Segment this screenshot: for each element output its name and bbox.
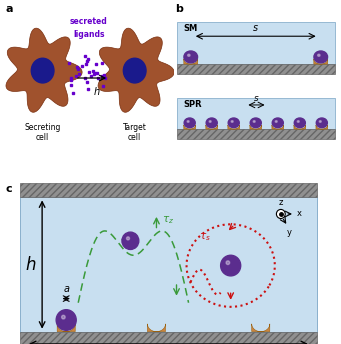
Circle shape [319,121,321,122]
Bar [177,22,335,64]
Text: SPR: SPR [183,100,202,109]
Polygon shape [272,125,284,129]
Circle shape [250,118,261,128]
Polygon shape [228,125,240,129]
Circle shape [188,54,190,56]
Text: $s$: $s$ [253,94,260,103]
Circle shape [231,121,233,122]
Bar [20,183,317,197]
Text: $h$: $h$ [25,256,37,273]
Circle shape [206,118,217,128]
Text: $\tau_z$: $\tau_z$ [162,214,175,226]
Bar [177,129,335,139]
Circle shape [277,209,285,218]
Circle shape [127,237,130,240]
Polygon shape [250,125,262,129]
Circle shape [123,58,146,83]
Circle shape [187,121,189,122]
Polygon shape [184,125,195,129]
Polygon shape [294,125,306,129]
Text: b: b [175,4,183,14]
Text: SM: SM [183,24,197,33]
Circle shape [314,51,328,63]
Circle shape [297,121,299,122]
Polygon shape [206,125,218,129]
Polygon shape [57,324,75,332]
Circle shape [31,58,54,83]
Circle shape [316,118,327,128]
Circle shape [184,51,197,63]
Polygon shape [147,324,165,332]
Circle shape [317,54,320,56]
Circle shape [253,121,255,122]
Polygon shape [316,125,328,129]
Text: Secreting
cell: Secreting cell [25,122,61,142]
Text: $s$: $s$ [252,23,259,33]
Bar [20,332,317,344]
Circle shape [226,261,230,265]
Bar [177,98,335,129]
Circle shape [294,118,305,128]
Circle shape [62,315,65,319]
Text: secreted: secreted [70,17,107,26]
Circle shape [184,118,195,128]
Text: ligands: ligands [73,30,104,39]
Text: z: z [279,198,283,207]
Bar [177,64,335,74]
Circle shape [221,255,241,276]
Polygon shape [184,59,198,64]
Circle shape [56,310,76,330]
Polygon shape [6,28,82,112]
Bar [20,197,317,332]
Text: $a$: $a$ [62,284,70,294]
Polygon shape [252,324,270,332]
Text: c: c [5,184,12,194]
Text: $\tau_s$: $\tau_s$ [199,231,210,243]
Polygon shape [98,28,174,112]
Circle shape [228,118,239,128]
Text: a: a [5,4,13,14]
Text: Target
cell: Target cell [123,122,147,142]
Circle shape [272,118,283,128]
Circle shape [209,121,211,122]
Text: x: x [297,209,302,218]
Text: y: y [287,228,292,237]
Polygon shape [314,59,328,64]
Text: $h$: $h$ [93,85,101,97]
Circle shape [122,232,139,249]
Circle shape [275,121,277,122]
